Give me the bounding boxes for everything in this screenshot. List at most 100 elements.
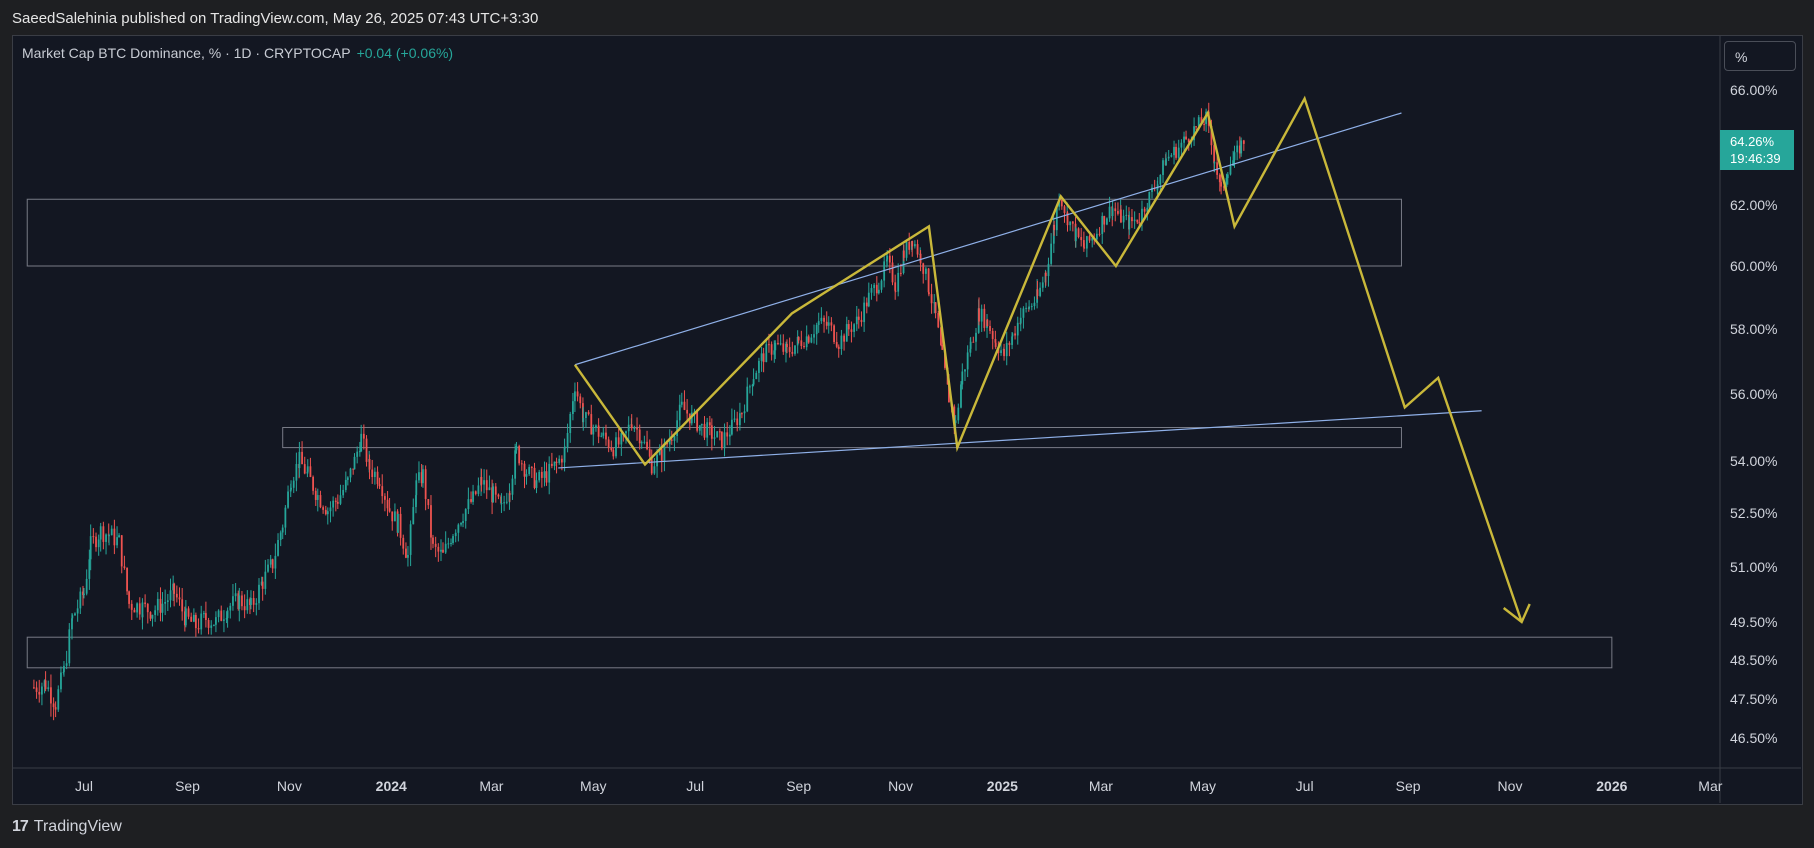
candle-body <box>1022 308 1025 318</box>
support-resistance-zone <box>26 198 1402 267</box>
candle-body <box>1213 145 1216 164</box>
candle-body <box>777 342 779 344</box>
candle-body <box>452 536 454 543</box>
candle-body <box>751 384 754 387</box>
candle-body <box>260 581 263 585</box>
candle-body <box>738 413 741 426</box>
candle-body <box>63 665 65 672</box>
candle-body <box>1125 214 1128 216</box>
candle-body <box>713 437 716 439</box>
candle-body <box>636 428 638 430</box>
candle-body <box>226 610 229 619</box>
candle-body <box>1117 211 1119 214</box>
candle-body <box>1025 307 1027 309</box>
candle-body <box>223 619 225 621</box>
candle-body <box>1136 219 1139 223</box>
candle-body <box>855 316 858 325</box>
candle-body <box>314 490 317 500</box>
candle-body <box>560 458 563 463</box>
candle-body <box>576 391 579 397</box>
candle-body <box>683 401 686 410</box>
candle-body <box>213 624 215 626</box>
candle-body <box>480 476 483 485</box>
candle-body <box>159 598 162 613</box>
candle-body <box>545 471 548 483</box>
candle-body <box>434 543 437 547</box>
candle-body <box>386 499 389 509</box>
candle-body <box>76 608 79 614</box>
candle-body <box>1187 139 1190 143</box>
candle-body <box>813 334 815 338</box>
candle-body <box>1226 174 1229 179</box>
projection-arrow-head <box>1502 603 1531 624</box>
candle-body <box>1175 146 1177 158</box>
symbol-legend[interactable]: Market Cap BTC Dominance, % · 1D · CRYPT… <box>22 45 453 61</box>
candle-body <box>1044 272 1047 277</box>
candle-body <box>82 591 84 595</box>
candle-body <box>957 407 960 421</box>
candle-body <box>774 342 777 351</box>
candle-body <box>511 478 514 495</box>
candle-body <box>460 522 462 525</box>
candle-body <box>312 476 314 491</box>
candle-body <box>1103 216 1106 225</box>
change-value: +0.04 (+0.06%) <box>356 45 454 61</box>
candle-body <box>422 469 424 484</box>
candle-body <box>740 413 743 415</box>
candle-body <box>437 546 440 552</box>
trendline-lower <box>558 410 1482 469</box>
candle-body <box>378 484 381 487</box>
candle-body <box>803 345 805 348</box>
time-tick-label: Mar <box>1089 778 1113 794</box>
candle-body <box>183 611 186 626</box>
candle-body <box>743 411 746 414</box>
candle-body <box>1063 206 1066 213</box>
candle-body <box>797 336 800 341</box>
candle-body <box>303 464 306 474</box>
candle-body <box>610 447 613 451</box>
candle-body <box>264 571 267 589</box>
candle-body <box>877 289 880 294</box>
candle-body <box>161 603 164 613</box>
candle-body <box>875 284 878 294</box>
candle-body <box>954 420 957 424</box>
candle-body <box>989 326 991 331</box>
candle-body <box>204 613 207 621</box>
time-tick-label: Nov <box>888 778 913 794</box>
time-tick-label: Mar <box>479 778 503 794</box>
candle-body <box>708 422 711 426</box>
candle-body <box>1050 243 1053 264</box>
candle-body <box>978 308 980 322</box>
candle-body <box>1005 343 1008 357</box>
candle-body <box>983 308 986 328</box>
candle-body <box>785 343 787 352</box>
candle-body <box>853 324 856 332</box>
brand-label: TradingView <box>33 818 122 835</box>
candle-body <box>371 469 374 477</box>
candle-body <box>653 466 656 474</box>
candle-body <box>407 554 409 558</box>
candle-body <box>696 411 699 431</box>
candle-body <box>680 401 683 405</box>
candle-body <box>1071 221 1074 224</box>
candle-body <box>217 610 220 618</box>
candle-body <box>88 559 91 579</box>
candle-body <box>922 263 925 274</box>
candle-body <box>1195 126 1197 128</box>
chart-frame[interactable] <box>12 35 1803 805</box>
percent-scale-button[interactable]: % <box>1724 41 1796 71</box>
candle-body <box>232 596 234 606</box>
candle-body <box>523 463 526 477</box>
tradingview-brand[interactable]: 17 TradingView <box>12 818 122 836</box>
candle-body <box>309 466 312 477</box>
candle-body <box>420 472 423 484</box>
candle-body <box>863 302 866 323</box>
candle-body <box>83 593 85 595</box>
candle-body <box>700 423 703 426</box>
candle-body <box>38 691 41 695</box>
candle-body <box>334 500 337 502</box>
candle-body <box>1170 155 1173 157</box>
candle-body <box>1014 333 1016 336</box>
candle-body <box>474 491 477 494</box>
